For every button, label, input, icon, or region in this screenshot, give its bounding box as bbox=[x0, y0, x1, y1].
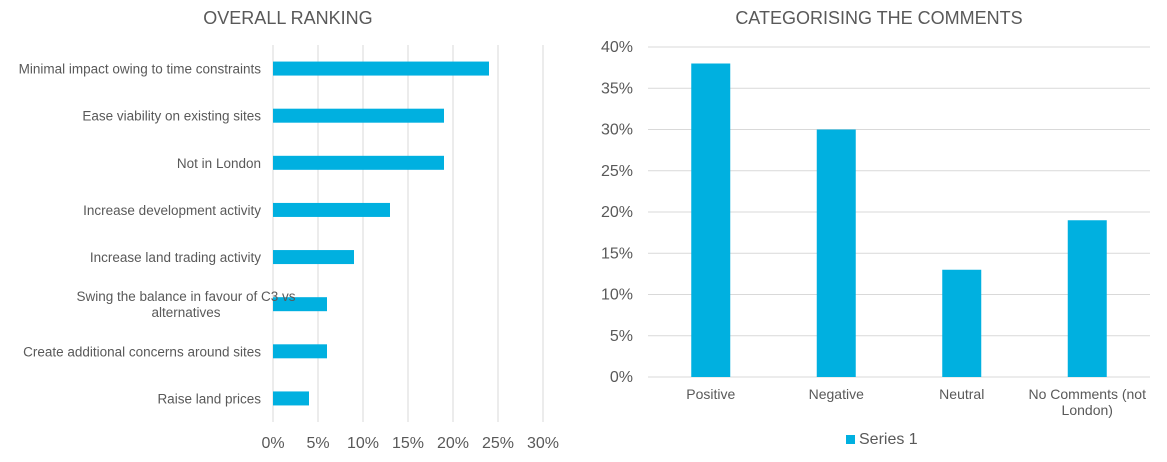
right-bar bbox=[691, 63, 731, 377]
left-category-label: Not in London bbox=[177, 156, 261, 171]
left-bar bbox=[273, 297, 327, 312]
left-category-label: Increase development activity bbox=[83, 203, 261, 218]
left-bars bbox=[273, 61, 489, 406]
right-tick-label: 30% bbox=[601, 122, 633, 139]
left-chart-title: OVERALL RANKING bbox=[203, 8, 372, 28]
left-tick-label: 15% bbox=[392, 435, 424, 452]
right-tick-label: 40% bbox=[601, 39, 633, 56]
right-category-label: Positive bbox=[686, 386, 735, 402]
left-tick-label: 20% bbox=[437, 435, 469, 452]
left-tick-label: 25% bbox=[482, 435, 514, 452]
right-tick-label: 25% bbox=[601, 163, 633, 180]
left-category-labels: Minimal impact owing to time constraints… bbox=[19, 62, 296, 407]
left-tick-label: 0% bbox=[261, 435, 284, 452]
left-bar bbox=[273, 61, 489, 76]
right-bar bbox=[942, 269, 982, 377]
left-category-label: Create additional concerns around sites bbox=[23, 344, 261, 359]
legend-swatch-series-1 bbox=[846, 435, 855, 444]
right-bar bbox=[816, 129, 856, 377]
right-chart-title: CATEGORISING THE COMMENTS bbox=[735, 8, 1022, 28]
left-bar bbox=[273, 202, 390, 217]
left-bar bbox=[273, 250, 354, 265]
left-category-label: Minimal impact owing to time constraints bbox=[19, 62, 262, 77]
right-category-label: No Comments (not London) bbox=[1029, 386, 1147, 418]
left-tick-label: 5% bbox=[306, 435, 329, 452]
left-tick-label: 10% bbox=[347, 435, 379, 452]
legend-label-series-1: Series 1 bbox=[859, 431, 918, 448]
right-tick-label: 20% bbox=[601, 204, 633, 221]
right-category-labels: Positive Negative Neutral No Comments (not L… bbox=[686, 386, 1146, 418]
left-bar bbox=[273, 155, 444, 170]
right-bars bbox=[691, 63, 1107, 377]
left-category-label: Raise land prices bbox=[157, 391, 261, 406]
left-bar bbox=[273, 391, 309, 406]
left-gridlines bbox=[272, 45, 544, 422]
right-tick-label: 35% bbox=[601, 80, 633, 97]
right-category-label: Negative bbox=[809, 386, 864, 402]
left-bar bbox=[273, 344, 327, 359]
right-tick-label: 10% bbox=[601, 287, 633, 304]
right-tick-labels: 0% 5% 10% 15% 20% 25% 30% 35% 40% bbox=[601, 39, 633, 386]
left-category-label: Swing the balance in favour of C3 vs alte… bbox=[76, 289, 295, 320]
right-gridlines bbox=[648, 46, 1150, 378]
left-category-label: Ease viability on existing sites bbox=[82, 109, 261, 124]
left-category-label: Increase land trading activity bbox=[90, 250, 261, 265]
categorising-comments-chart: CATEGORISING THE COMMENTS Positive Negati… bbox=[601, 8, 1150, 448]
left-tick-label: 30% bbox=[527, 435, 559, 452]
left-tick-labels: 0% 5% 10% 15% 20% 25% 30% bbox=[261, 435, 559, 452]
right-category-label: Neutral bbox=[939, 386, 984, 402]
right-bar bbox=[1067, 220, 1107, 377]
overall-ranking-chart: OVERALL RANKING Minimal impact owing to … bbox=[19, 8, 559, 452]
legend: Series 1 bbox=[846, 431, 918, 448]
right-tick-label: 15% bbox=[601, 245, 633, 262]
left-bar bbox=[273, 108, 444, 123]
right-tick-label: 0% bbox=[610, 369, 633, 386]
right-tick-label: 5% bbox=[610, 328, 633, 345]
